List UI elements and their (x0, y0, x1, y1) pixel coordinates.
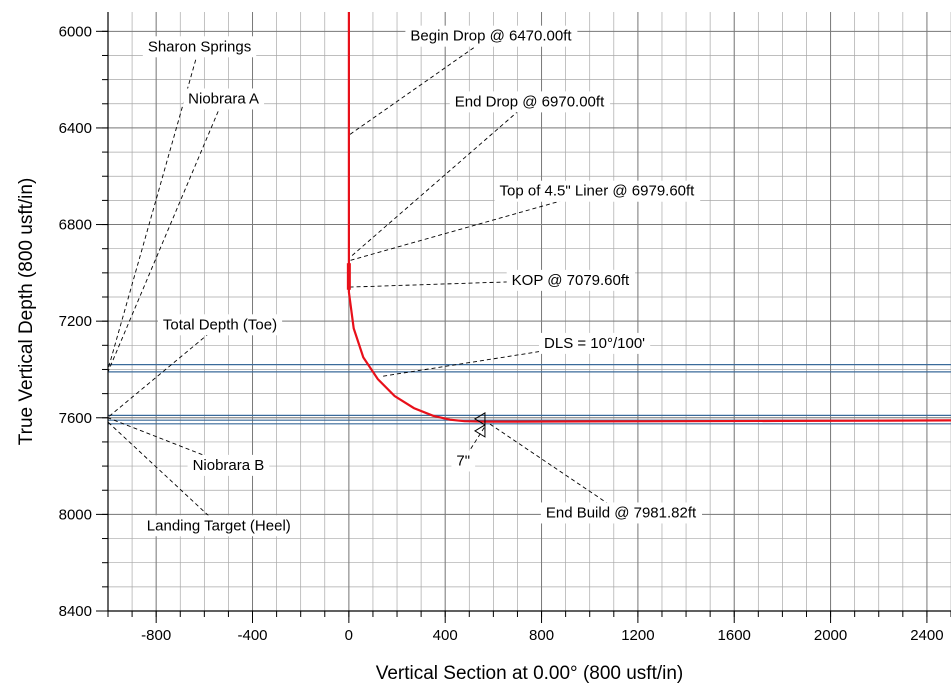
x-tick-label: 2400 (910, 627, 943, 644)
annotation-label: End Drop @ 6970.00ft (455, 93, 605, 110)
annotation-labels: Sharon Springs Niobrara A Total Depth (Toe… (141, 25, 703, 537)
annotation-box (141, 515, 296, 537)
annotation: Top of 4.5" Liner @ 6979.60ft (494, 180, 701, 202)
annotation: KOP @ 7079.60ft (506, 269, 636, 291)
annotation-label: Niobrara A (188, 90, 259, 107)
y-tick-label: 7200 (59, 313, 92, 330)
x-axis-title: Vertical Section at 0.00° (800 usft/in) (376, 663, 684, 684)
annotation-box (183, 88, 265, 110)
well-path-line (347, 12, 951, 423)
x-tick-label: 1200 (621, 627, 654, 644)
y-tick-label: 8400 (59, 603, 92, 620)
annotation-box (451, 450, 476, 472)
annotation: Total Depth (Toe) (157, 314, 283, 336)
annotation: Landing Target (Heel) (141, 515, 296, 537)
well-path (347, 12, 951, 423)
annotation-label: DLS = 10°/100' (544, 335, 645, 352)
x-tick-label: 2000 (814, 627, 847, 644)
annotation-label: 7" (456, 453, 470, 470)
annotation-leader (348, 35, 492, 136)
axes: 6000 6400 6800 7200 7600 8000 8400 -800 -400 0 400… (59, 12, 951, 644)
annotation: Sharon Springs (142, 36, 257, 58)
annotation-box (187, 454, 270, 476)
annotation: Niobrara B (187, 454, 270, 476)
annotation-leader (107, 323, 221, 418)
annotation: DLS = 10°/100' (539, 332, 651, 354)
annotation-box (494, 180, 701, 202)
annotation-leader (488, 422, 622, 513)
formation-lines (108, 364, 951, 425)
y-tick-label: 7600 (59, 410, 92, 427)
x-tick-label: -800 (141, 627, 171, 644)
x-tick-label: 0 (345, 627, 353, 644)
annotation-leader (107, 98, 225, 373)
annotation: End Drop @ 6970.00ft (449, 91, 611, 113)
annotation-label: Niobrara B (193, 457, 265, 474)
casing-shoe-marker (473, 412, 486, 426)
casing-shoe-marker (473, 424, 486, 438)
annotation-label: Sharon Springs (148, 38, 251, 55)
annotation-label: Top of 4.5" Liner @ 6979.60ft (500, 183, 696, 200)
annotation-box (540, 502, 703, 524)
annotation-label: Begin Drop @ 6470.00ft (410, 28, 572, 45)
annotation-box (157, 314, 283, 336)
y-tick-label: 6400 (59, 120, 92, 137)
annotation-box (506, 269, 636, 291)
annotation-box (405, 25, 578, 47)
annotation: End Build @ 7981.82ft (540, 502, 703, 524)
annotation-leader (348, 190, 598, 262)
y-tick-label: 8000 (59, 506, 92, 523)
x-tick-label: 800 (529, 627, 554, 644)
casing-markers (346, 263, 486, 438)
annotation-leader (107, 421, 220, 526)
annotation: Niobrara A (183, 88, 265, 110)
annotation-label: KOP @ 7079.60ft (512, 272, 630, 289)
x-tick-label: 1600 (718, 627, 751, 644)
annotation-label: Total Depth (Toe) (163, 316, 277, 333)
annotation-label: End Build @ 7981.82ft (546, 504, 697, 521)
annotation-box (142, 36, 257, 58)
x-tick-label: 400 (433, 627, 458, 644)
annotation-box (539, 332, 651, 354)
annotation: 7" (451, 450, 476, 472)
annotation: Begin Drop @ 6470.00ft (405, 25, 578, 47)
y-tick-label: 6800 (59, 217, 92, 234)
annotation-box (449, 91, 611, 113)
annotation-leader (348, 101, 530, 259)
x-tick-label: -400 (237, 627, 267, 644)
y-axis-title: True Vertical Depth (800 usft/in) (16, 178, 37, 446)
y-tick-label: 6000 (59, 23, 92, 40)
annotation-label: Landing Target (Heel) (147, 517, 291, 534)
